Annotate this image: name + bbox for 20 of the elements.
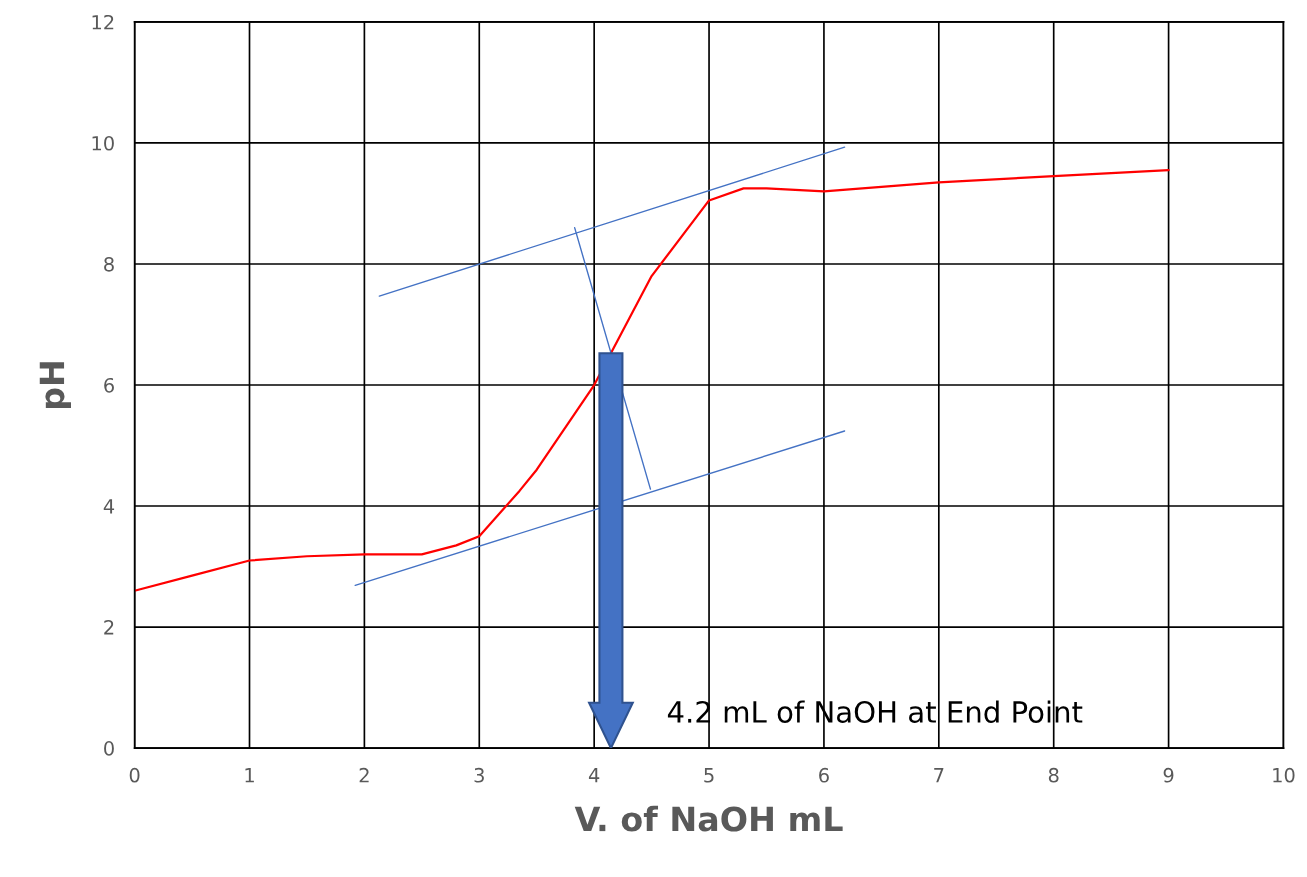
x-tick-label: 9: [1163, 767, 1174, 783]
x-tick-label: 4: [588, 768, 600, 783]
x-tick-label: 3: [474, 767, 484, 783]
x-tick-label: 5: [704, 768, 714, 783]
x-tick-label: 1: [245, 768, 254, 783]
y-tick-label: 4: [103, 499, 115, 514]
y-axis-title: pH: [39, 362, 71, 409]
x-tick-label: 0: [129, 767, 140, 783]
x-tick-label: 2: [359, 767, 369, 783]
y-tick-label: 8: [104, 256, 114, 272]
y-tick-label: 10: [92, 135, 114, 151]
y-tick-label: 6: [104, 377, 114, 393]
x-axis-title: V. of NaOH mL: [574, 805, 843, 832]
x-tick-label: 6: [819, 767, 829, 783]
x-tick-label: 8: [1048, 767, 1059, 783]
y-tick-label: 12: [92, 14, 114, 30]
x-tick-label: 10: [1273, 767, 1295, 783]
x-tick-label: 7: [934, 768, 944, 783]
y-tick-label: 0: [104, 741, 114, 756]
y-tick-label: 2: [104, 620, 114, 635]
